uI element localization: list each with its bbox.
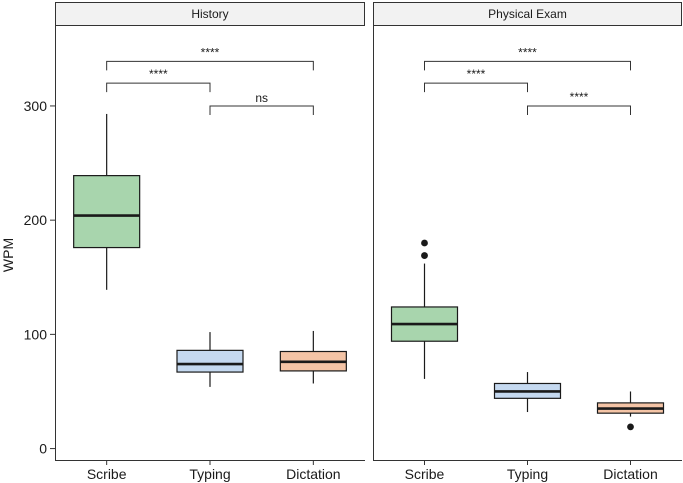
outlier-point bbox=[421, 252, 428, 259]
significance-label: **** bbox=[518, 45, 537, 59]
bracket-line bbox=[209, 105, 314, 115]
y-axis-title: WPM bbox=[0, 238, 16, 272]
significance-label: **** bbox=[201, 45, 220, 59]
box-scribe bbox=[73, 113, 141, 290]
significance-bracket: **** bbox=[106, 45, 314, 71]
outlier-point bbox=[627, 423, 634, 431]
bracket-line bbox=[527, 105, 631, 115]
bracket-line bbox=[106, 60, 314, 71]
box-iqr bbox=[73, 175, 141, 249]
x-tick-label-typing: Typing bbox=[507, 466, 548, 482]
box-typing bbox=[176, 332, 244, 387]
x-tick-label-dictation: Dictation bbox=[286, 466, 340, 482]
bracket-line bbox=[424, 82, 528, 93]
significance-bracket: **** bbox=[527, 90, 631, 115]
panel-0: History Scribe Typing Dictation **** ns **** bbox=[55, 2, 365, 482]
significance-label: ns bbox=[255, 91, 268, 105]
panel-title: History bbox=[191, 7, 228, 21]
significance-label: **** bbox=[149, 67, 168, 81]
box-scribe bbox=[390, 239, 459, 379]
box-dictation bbox=[596, 391, 665, 431]
x-tick-label-scribe: Scribe bbox=[405, 466, 445, 482]
x-tick-label-scribe: Scribe bbox=[87, 466, 127, 482]
bracket-line bbox=[424, 60, 631, 71]
y-tick-label: 0 bbox=[39, 441, 47, 457]
box-dictation bbox=[279, 330, 347, 384]
panel-strip bbox=[373, 2, 682, 26]
box-iqr bbox=[176, 349, 244, 373]
panel-title: Physical Exam bbox=[488, 7, 567, 21]
panel-1: Physical Exam Scribe Typing Dictation **** **… bbox=[373, 2, 682, 482]
y-tick-label: 300 bbox=[24, 98, 48, 114]
panel-strip bbox=[55, 2, 365, 26]
outlier-point bbox=[421, 239, 428, 247]
y-tick-label: 100 bbox=[24, 326, 48, 342]
significance-bracket: ns bbox=[209, 91, 314, 115]
bracket-line bbox=[106, 82, 211, 93]
x-tick-label-dictation: Dictation bbox=[603, 466, 657, 482]
y-tick-label: 200 bbox=[24, 212, 48, 228]
significance-label: **** bbox=[467, 67, 486, 81]
significance-bracket: **** bbox=[424, 45, 631, 71]
box-typing bbox=[493, 372, 562, 413]
x-tick-label-typing: Typing bbox=[189, 466, 230, 482]
significance-bracket: **** bbox=[106, 67, 211, 93]
significance-bracket: **** bbox=[424, 67, 528, 93]
significance-label: **** bbox=[570, 90, 589, 104]
